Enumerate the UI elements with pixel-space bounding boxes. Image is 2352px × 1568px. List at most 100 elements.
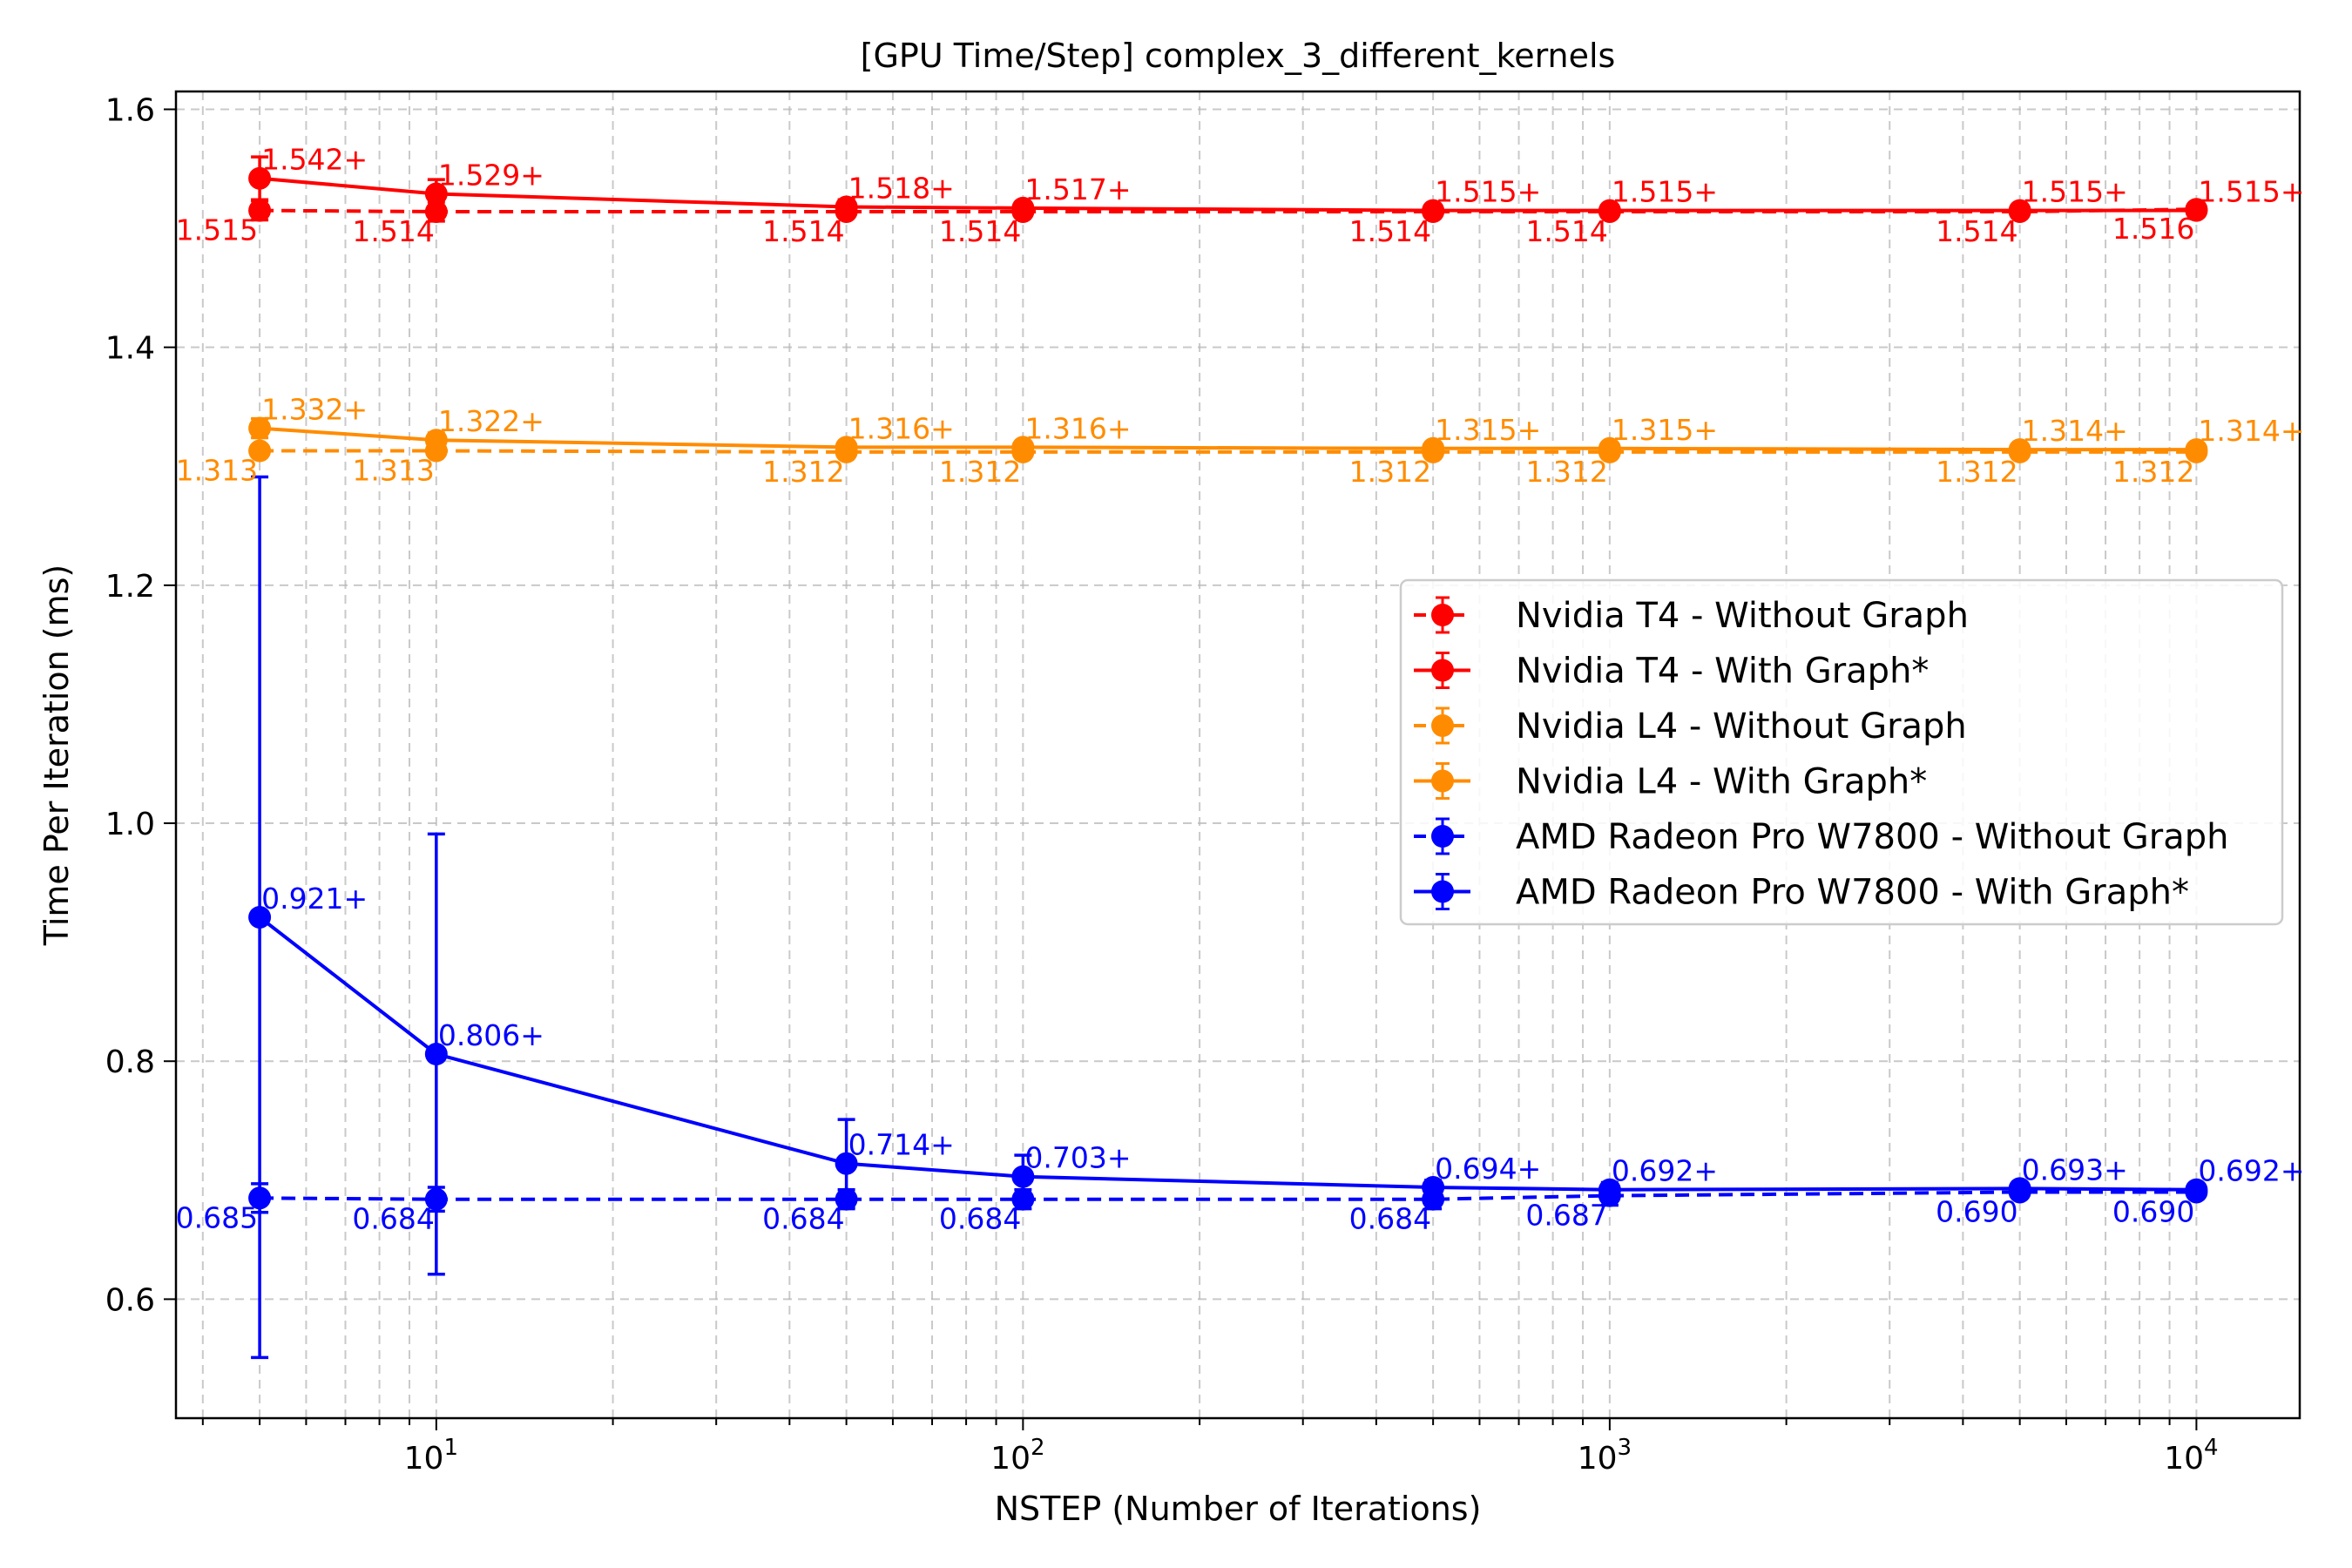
data-label: 0.685 [176, 1200, 258, 1234]
data-label: 1.515+ [2198, 175, 2304, 209]
y-tick-label: 1.0 [105, 807, 155, 842]
data-label: 0.692+ [2198, 1154, 2304, 1188]
data-label: 1.312 [1936, 455, 2017, 489]
data-point [248, 905, 272, 929]
data-label: 1.514 [939, 214, 1021, 248]
data-label: 0.684 [1349, 1202, 1431, 1236]
data-label: 1.314+ [2198, 414, 2304, 448]
data-label: 1.314+ [2022, 414, 2128, 448]
data-label: 0.692+ [1612, 1154, 1718, 1188]
data-label: 1.312 [939, 455, 1021, 489]
legend-item: Nvidia L4 - With Graph* [1414, 762, 1927, 802]
data-label: 0.921+ [261, 882, 368, 916]
legend-marker [1431, 825, 1454, 848]
data-point [1598, 199, 1621, 222]
data-label: 0.714+ [848, 1128, 955, 1162]
data-point [424, 1043, 448, 1066]
legend-label: Nvidia L4 - With Graph* [1516, 762, 1927, 802]
data-label: 1.315+ [1435, 413, 1541, 447]
data-label: 1.313 [352, 454, 434, 488]
series-2 [248, 155, 2208, 222]
data-label: 0.690 [2112, 1194, 2194, 1228]
series-line [260, 1190, 2197, 1201]
data-label: 0.687 [1525, 1199, 1607, 1233]
legend-marker [1431, 769, 1454, 793]
series-line [258, 916, 2197, 1192]
data-point [1598, 1178, 1621, 1201]
data-label: 1.316+ [1024, 411, 1131, 445]
data-label: 0.690 [1936, 1194, 2017, 1228]
data-point [424, 182, 448, 206]
legend-marker [1431, 714, 1454, 737]
data-label: 0.693+ [2022, 1152, 2128, 1186]
legend-box [1399, 578, 2284, 926]
data-label: 1.516 [2112, 212, 2194, 246]
data-label: 1.316+ [848, 411, 955, 445]
series-line [260, 207, 2197, 213]
data-point [2185, 1178, 2208, 1201]
y-tick-label: 1.4 [105, 331, 155, 367]
data-label: 0.806+ [438, 1018, 544, 1052]
data-label: 1.332+ [261, 393, 368, 427]
chart-title: [GPU Time/Step] complex_3_different_kern… [861, 37, 1616, 75]
data-label: 1.542+ [261, 143, 368, 177]
x-tick-label: 104 [2164, 1435, 2218, 1477]
series-line [259, 176, 2197, 213]
plot-frame [174, 90, 2301, 1420]
y-tick-label: 1.6 [105, 92, 155, 128]
legend-marker [1431, 659, 1454, 682]
data-label: 0.684 [352, 1202, 434, 1236]
data-label: 1.515+ [1435, 175, 1541, 209]
data-label: 1.312 [1525, 455, 1607, 489]
legend: Nvidia T4 - Without Graph Nvidia T4 - Wit… [1399, 578, 2284, 926]
data-point [2185, 438, 2208, 462]
legend-item: Nvidia T4 - With Graph* [1414, 652, 1929, 692]
data-point [1598, 436, 1621, 460]
data-label: 1.515 [176, 213, 258, 247]
data-point [835, 195, 858, 219]
data-point [248, 416, 272, 440]
data-label: 1.515+ [1612, 175, 1718, 209]
legend-item: AMD Radeon Pro W7800 - With Graph* [1414, 873, 2189, 913]
x-tick-label: 102 [990, 1435, 1044, 1477]
data-point [1422, 436, 1445, 460]
data-label: 1.514 [762, 214, 844, 248]
legend-marker [1431, 604, 1454, 626]
data-point [1011, 436, 1035, 459]
y-tick-label: 0.6 [105, 1282, 155, 1318]
data-point [424, 199, 448, 223]
series-6 [248, 475, 2208, 1360]
data-label: 1.313 [176, 454, 258, 488]
legend-label: AMD Radeon Pro W7800 - Without Graph [1516, 817, 2228, 857]
data-label: 1.514 [1525, 214, 1607, 248]
series-5 [248, 1180, 2208, 1214]
legend-item: AMD Radeon Pro W7800 - Without Graph [1414, 817, 2228, 857]
data-point [248, 199, 272, 222]
legend-label: Nvidia L4 - Without Graph [1516, 706, 1967, 747]
data-point [1011, 196, 1035, 220]
series-layer [248, 155, 2208, 1360]
data-point [1422, 199, 1445, 222]
data-label: 0.703+ [1024, 1141, 1131, 1175]
y-tick-label: 1.2 [105, 569, 155, 605]
legend-label: Nvidia T4 - Without Graph [1516, 596, 1969, 636]
data-label: 1.514 [352, 214, 434, 248]
data-label: 1.312 [1349, 455, 1431, 489]
data-point [248, 166, 272, 190]
data-label: 1.517+ [1024, 172, 1131, 206]
data-point [835, 436, 858, 459]
data-point [424, 429, 448, 452]
data-label: 1.529+ [438, 158, 544, 192]
series-line [260, 449, 2197, 454]
data-label: 1.322+ [438, 404, 544, 438]
legend-label: Nvidia T4 - With Graph* [1516, 652, 1929, 692]
data-point [1422, 1176, 1445, 1200]
y-tick-label: 0.8 [105, 1044, 155, 1080]
data-point [2008, 199, 2031, 222]
legend-item: Nvidia T4 - Without Graph [1414, 596, 1969, 636]
data-label: 0.684 [939, 1202, 1021, 1236]
data-label: 0.694+ [1435, 1152, 1541, 1186]
data-point [2008, 1177, 2031, 1200]
